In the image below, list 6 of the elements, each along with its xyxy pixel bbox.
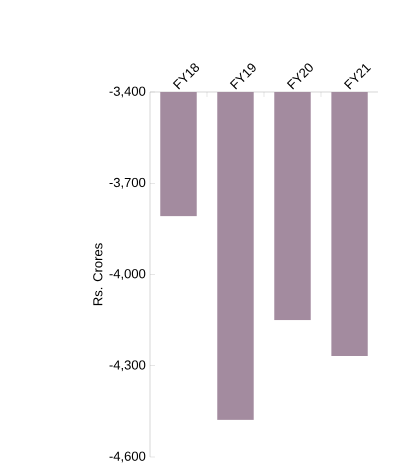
y-tick-label: -3,700 (110, 178, 146, 189)
y-tick-label: -4,300 (110, 360, 146, 372)
y-tick-label: -4,600 (110, 452, 146, 462)
y-tick-label: -4,000 (110, 269, 146, 280)
y-axis-title: Rs. Crores (93, 243, 102, 306)
y-tick-label: -3,400 (110, 86, 146, 98)
